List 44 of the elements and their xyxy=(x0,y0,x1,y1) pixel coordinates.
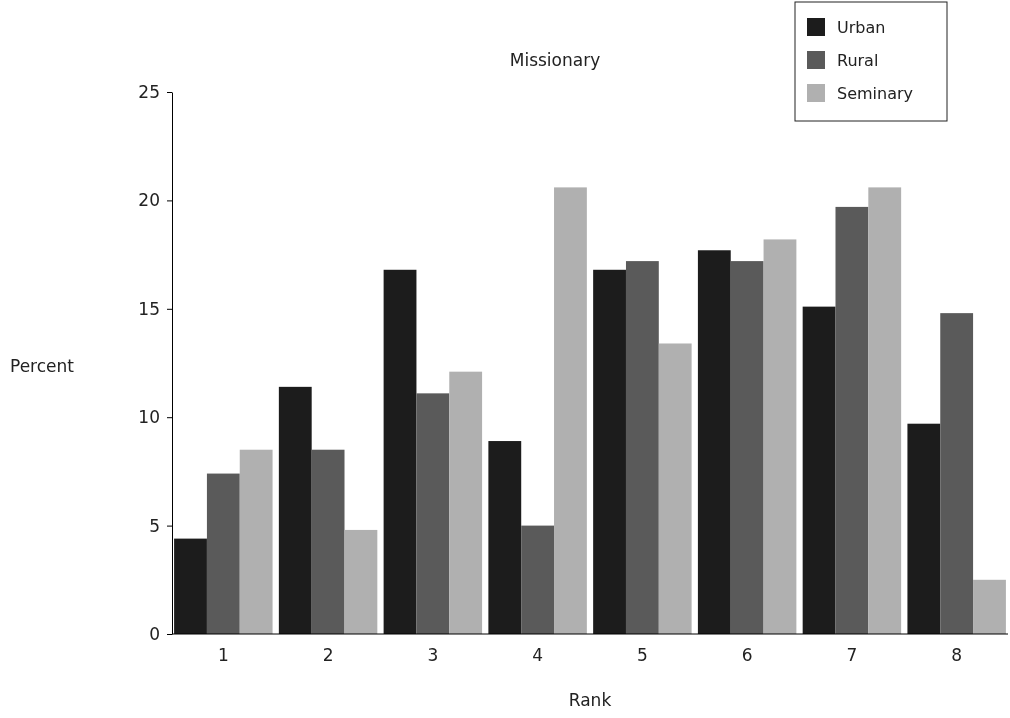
x-tick-label: 1 xyxy=(217,644,229,665)
bar xyxy=(311,449,345,634)
y-axis-title: Percent xyxy=(10,356,75,376)
x-tick-label: 6 xyxy=(741,644,753,665)
bar xyxy=(383,269,417,634)
bar xyxy=(521,525,555,634)
bar xyxy=(278,386,312,634)
x-tick-label: 8 xyxy=(951,644,963,665)
x-tick-label: 7 xyxy=(846,644,858,665)
bar xyxy=(763,239,797,634)
y-tick-label: 0 xyxy=(149,623,160,644)
bar xyxy=(344,529,378,634)
chart-title: Missionary xyxy=(509,50,601,70)
legend-label: Rural xyxy=(837,51,879,70)
bar xyxy=(658,343,692,634)
bar xyxy=(973,579,1006,634)
bar xyxy=(697,250,731,634)
y-tick-label: 25 xyxy=(138,81,160,102)
x-axis-title: Rank xyxy=(568,690,612,710)
bar xyxy=(593,269,626,634)
bar xyxy=(554,187,587,634)
x-tick-label: 3 xyxy=(427,644,439,665)
bar xyxy=(449,371,483,634)
x-tick-label: 5 xyxy=(636,644,648,665)
legend-label: Seminary xyxy=(837,84,914,103)
bar xyxy=(835,206,869,634)
bar xyxy=(416,393,450,634)
bar xyxy=(940,313,974,634)
legend-label: Urban xyxy=(837,18,886,37)
bar xyxy=(488,441,522,634)
y-tick-label: 5 xyxy=(149,515,160,536)
bar xyxy=(174,538,207,634)
bar xyxy=(206,473,240,634)
bar xyxy=(730,261,764,634)
y-tick-label: 15 xyxy=(138,298,160,319)
bar xyxy=(802,306,836,634)
bar xyxy=(907,423,941,634)
x-tick-label: 2 xyxy=(322,644,334,665)
bar xyxy=(239,449,273,634)
y-tick-label: 20 xyxy=(138,190,160,211)
y-tick-label: 10 xyxy=(138,407,160,428)
bar xyxy=(868,187,902,634)
bar xyxy=(625,261,659,634)
x-tick-label: 4 xyxy=(532,644,544,665)
